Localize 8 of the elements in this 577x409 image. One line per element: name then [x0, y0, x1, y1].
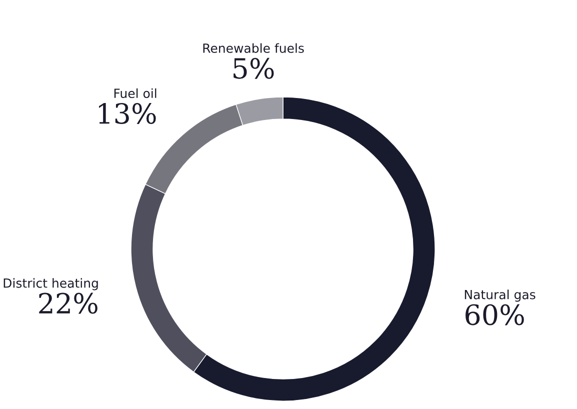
data-label: 13%: [99, 102, 156, 124]
data-label: 5%: [234, 58, 274, 79]
data-label: 22%: [39, 292, 98, 314]
data-label: 60%: [466, 304, 524, 326]
slice-label: Natural gas: [464, 290, 536, 302]
slice-label: Fuel oil: [114, 88, 156, 98]
slice-label: Renewable fuels: [203, 43, 304, 53]
slice-label: District heating: [4, 278, 98, 290]
